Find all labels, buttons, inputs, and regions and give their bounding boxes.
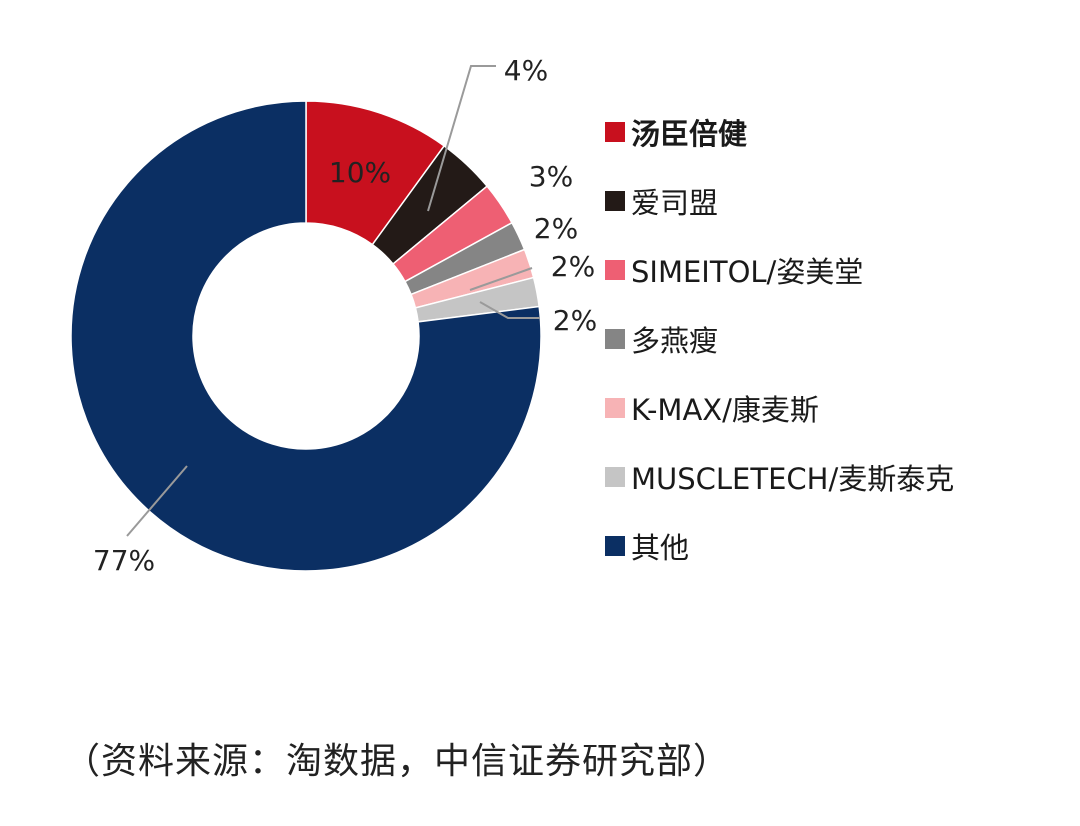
data-label-6: 77% xyxy=(93,544,155,577)
slice-item-6 xyxy=(70,100,542,572)
legend: 汤臣倍健爱司盟 SIMEITOL/姿美堂 多燕瘦 K-MAX/康麦斯 MUSCLETEC… xyxy=(605,114,954,597)
data-label-1: 4% xyxy=(504,54,548,87)
data-label-0: 10% xyxy=(329,156,391,189)
legend-swatch-4 xyxy=(605,397,625,418)
leader-line-6 xyxy=(126,465,188,537)
data-label-5: 2% xyxy=(553,304,597,337)
legend-swatch-3 xyxy=(605,328,625,349)
legend-swatch-1 xyxy=(605,190,625,211)
legend-swatch-2 xyxy=(605,259,625,280)
data-label-4: 2% xyxy=(551,250,595,283)
legend-label-1: 爱司盟 xyxy=(631,185,719,220)
leader-lines xyxy=(126,65,540,537)
legend-label-2: SIMEITOL/姿美堂 xyxy=(631,254,864,289)
donut-slices xyxy=(70,100,542,572)
legend-label-4: K-MAX/康麦斯 xyxy=(631,392,819,427)
legend-item-6: 其他 xyxy=(605,528,954,565)
legend-item-0: 汤臣倍健 xyxy=(605,114,954,151)
legend-item-5: MUSCLETECH/麦斯泰克 xyxy=(605,459,954,496)
leader-line-5 xyxy=(479,301,540,319)
data-labels: 10% 4% 3% 2% 2% 2% 77% xyxy=(93,54,597,577)
legend-item-2: SIMEITOL/姿美堂 xyxy=(605,252,954,289)
legend-swatch-5 xyxy=(605,466,625,487)
legend-label-5: MUSCLETECH/麦斯泰克 xyxy=(631,461,955,496)
legend-item-1: 爱司盟 xyxy=(605,183,954,220)
legend-swatch-0 xyxy=(605,121,625,142)
legend-label-0: 汤臣倍健 xyxy=(631,116,748,151)
legend-label-6: 其他 xyxy=(631,530,690,565)
leader-line-4 xyxy=(469,267,533,291)
data-label-2: 3% xyxy=(529,160,573,193)
data-label-3: 2% xyxy=(534,212,578,245)
legend-item-4: K-MAX/康麦斯 xyxy=(605,390,954,427)
legend-item-3: 多燕瘦 xyxy=(605,321,954,358)
legend-swatch-6 xyxy=(605,535,625,556)
legend-label-3: 多燕瘦 xyxy=(631,323,719,358)
leader-line-1 xyxy=(427,65,496,212)
source-note: （资料来源：淘数据，中信证券研究部） xyxy=(64,741,731,782)
